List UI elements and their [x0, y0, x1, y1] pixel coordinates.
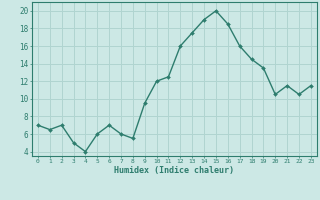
X-axis label: Humidex (Indice chaleur): Humidex (Indice chaleur) [115, 166, 234, 175]
